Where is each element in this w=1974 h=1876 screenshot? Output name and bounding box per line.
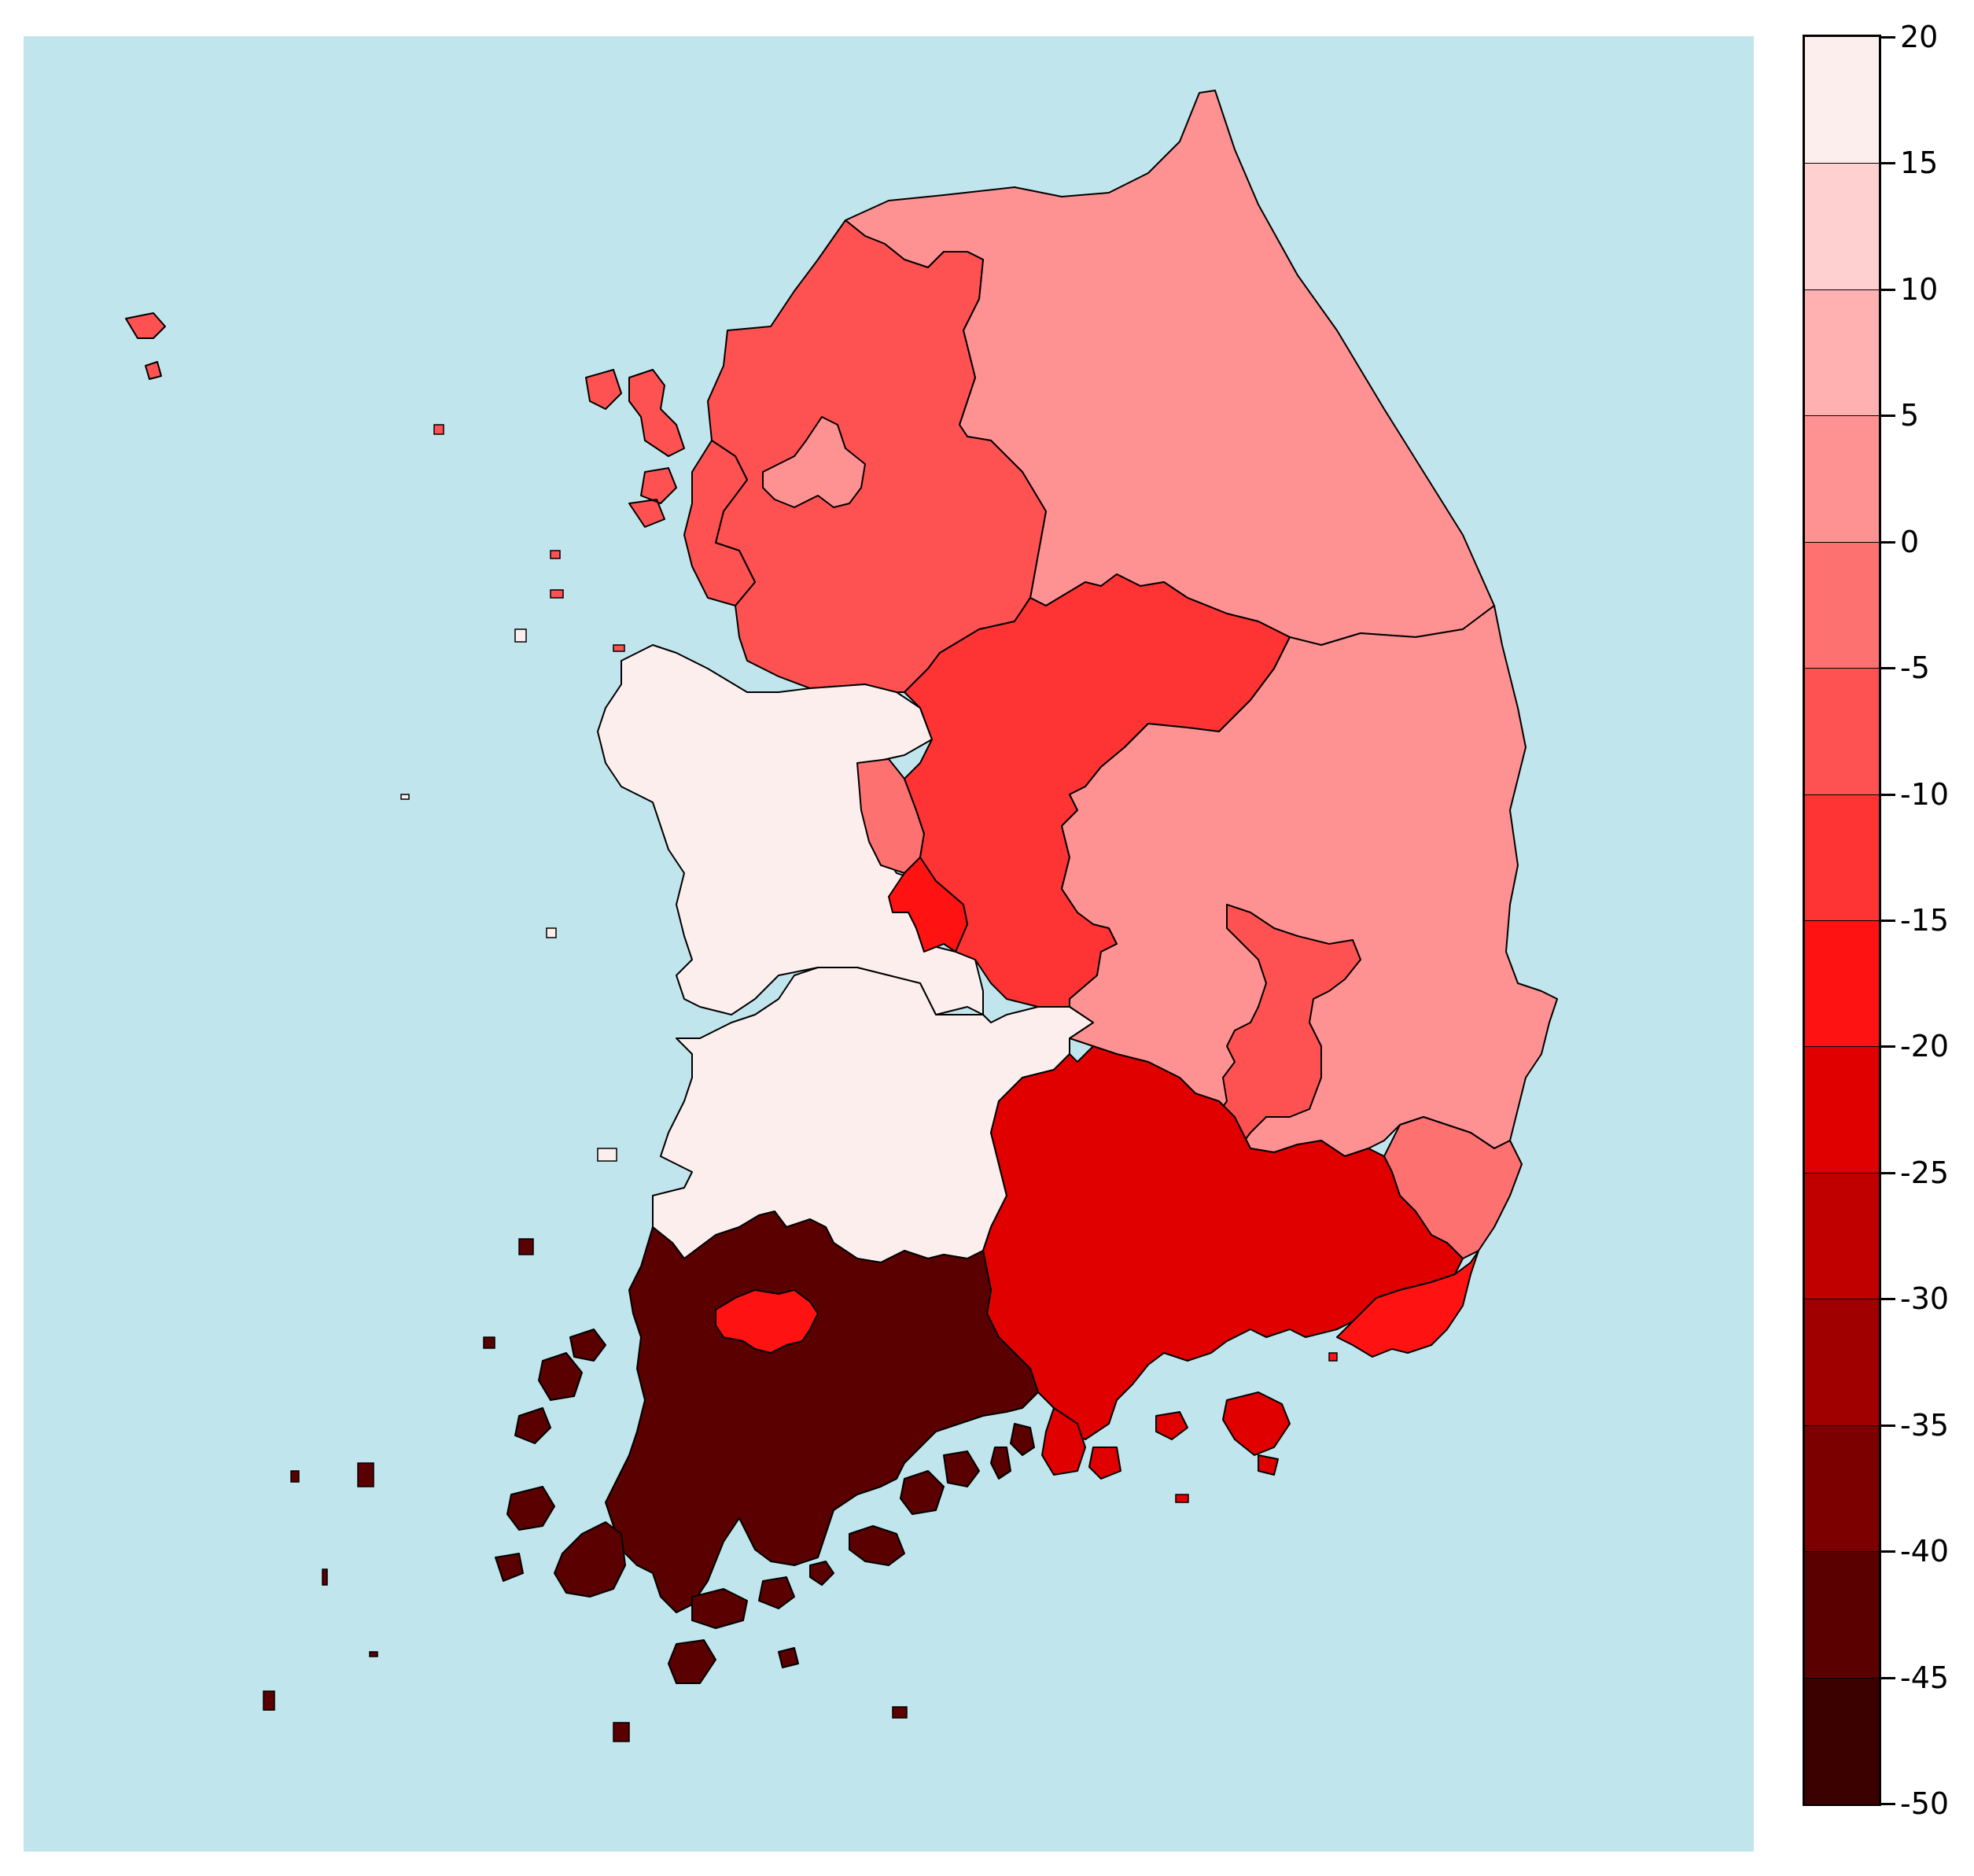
colorbar-tick bbox=[1881, 667, 1895, 670]
colorbar-tick-label: -5 bbox=[1900, 651, 1930, 686]
colorbar-tick bbox=[1881, 162, 1895, 165]
colorbar-band bbox=[1805, 1551, 1879, 1679]
colorbar-tick bbox=[1881, 1550, 1895, 1554]
colorbar bbox=[1803, 35, 1881, 1806]
colorbar-tick-label: -35 bbox=[1900, 1407, 1950, 1443]
region-busan bbox=[1336, 1250, 1479, 1358]
colorbar-tick-label: 20 bbox=[1900, 20, 1939, 54]
colorbar-band bbox=[1805, 163, 1879, 290]
colorbar-separator bbox=[1805, 163, 1879, 164]
colorbar-separator bbox=[1805, 541, 1879, 543]
colorbar-tick-label: -10 bbox=[1900, 776, 1950, 812]
colorbar-tick bbox=[1881, 415, 1895, 418]
map-panel bbox=[24, 36, 1754, 1852]
colorbar-tick bbox=[1881, 1298, 1895, 1301]
colorbar-band bbox=[1805, 920, 1879, 1048]
region-incheon-islands bbox=[125, 312, 685, 528]
colorbar-tick-label: -25 bbox=[1900, 1155, 1950, 1190]
colorbar-tick bbox=[1881, 1803, 1895, 1805]
colorbar-band bbox=[1805, 37, 1879, 164]
colorbar-band bbox=[1805, 541, 1879, 669]
region-jeonnam-islands bbox=[495, 1329, 1035, 1684]
colorbar-separator bbox=[1805, 1425, 1879, 1426]
colorbar-tick bbox=[1881, 1045, 1895, 1049]
colorbar-separator bbox=[1805, 1551, 1879, 1553]
colorbar-tick-label: -20 bbox=[1900, 1029, 1950, 1064]
colorbar-tick-label: -15 bbox=[1900, 903, 1950, 938]
region-seoul bbox=[762, 416, 866, 508]
colorbar-tick-label: -50 bbox=[1900, 1786, 1950, 1821]
colorbar-separator bbox=[1805, 415, 1879, 417]
region-chungnam bbox=[597, 644, 984, 1015]
colorbar-tick-label: 0 bbox=[1900, 524, 1920, 559]
region-daegu bbox=[1214, 904, 1361, 1149]
colorbar-tick-label: -45 bbox=[1900, 1660, 1950, 1695]
colorbar-tick bbox=[1881, 1171, 1895, 1174]
colorbar-tick bbox=[1881, 540, 1895, 544]
colorbar-separator bbox=[1805, 1046, 1879, 1048]
region-gyeongnam bbox=[982, 1045, 1464, 1440]
colorbar-tick-label: 15 bbox=[1900, 146, 1939, 181]
colorbar-band bbox=[1805, 289, 1879, 417]
scattered-islands bbox=[263, 424, 1338, 1742]
korea-choropleth-map bbox=[24, 36, 1754, 1852]
colorbar-tick bbox=[1881, 36, 1895, 39]
colorbar-separator bbox=[1805, 668, 1879, 669]
colorbar-band bbox=[1805, 794, 1879, 921]
region-jeonnam bbox=[605, 1211, 1039, 1613]
region-gyeongnam-islands bbox=[1041, 1391, 1291, 1480]
colorbar-separator bbox=[1805, 794, 1879, 795]
colorbar-band bbox=[1805, 668, 1879, 795]
region-daejeon bbox=[888, 857, 968, 953]
colorbar-tick bbox=[1881, 288, 1895, 291]
colorbar-separator bbox=[1805, 1677, 1879, 1679]
colorbar-separator bbox=[1805, 289, 1879, 290]
colorbar-band bbox=[1805, 1677, 1879, 1804]
colorbar-band bbox=[1805, 1299, 1879, 1426]
region-gwangju bbox=[715, 1289, 819, 1354]
colorbar-tick bbox=[1881, 1424, 1895, 1427]
region-incheon bbox=[683, 440, 756, 606]
colorbar-band bbox=[1805, 1172, 1879, 1300]
colorbar-tick-label: -30 bbox=[1900, 1281, 1950, 1317]
colorbar-tick-label: 10 bbox=[1900, 271, 1939, 307]
colorbar-tick bbox=[1881, 793, 1895, 796]
colorbar-band bbox=[1805, 1425, 1879, 1553]
colorbar-tick bbox=[1881, 1676, 1895, 1679]
colorbar-tick-label: 5 bbox=[1900, 398, 1920, 433]
colorbar-separator bbox=[1805, 1172, 1879, 1174]
colorbar-band bbox=[1805, 1046, 1879, 1174]
colorbar-separator bbox=[1805, 920, 1879, 921]
colorbar-band bbox=[1805, 415, 1879, 543]
colorbar-tick-label: -40 bbox=[1900, 1534, 1950, 1569]
colorbar-tick bbox=[1881, 920, 1895, 922]
